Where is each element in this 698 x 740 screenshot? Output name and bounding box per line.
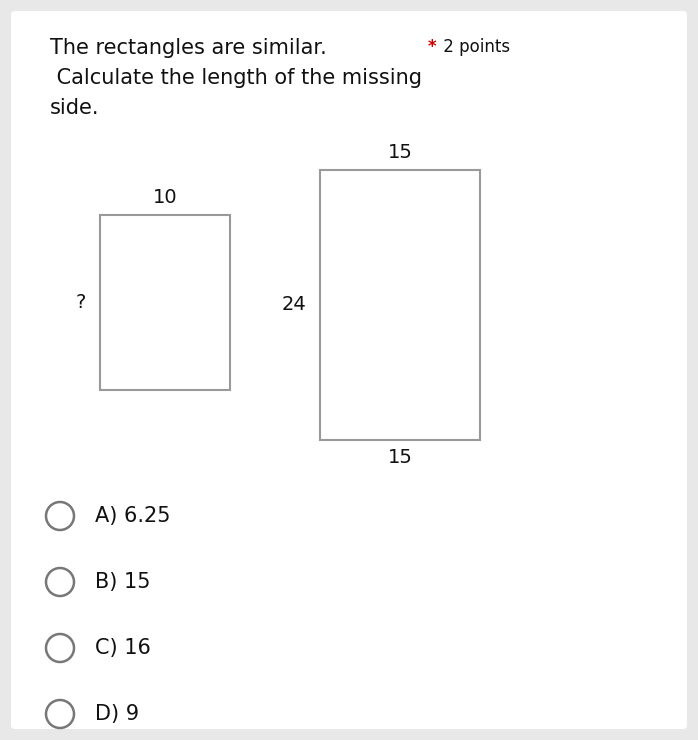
Circle shape (46, 502, 74, 530)
Text: *: * (428, 38, 437, 56)
Text: ?: ? (75, 293, 86, 312)
Circle shape (46, 700, 74, 728)
Text: A) 6.25: A) 6.25 (95, 506, 170, 526)
Text: 24: 24 (281, 295, 306, 314)
Text: 15: 15 (387, 448, 413, 467)
Text: B) 15: B) 15 (95, 572, 151, 592)
Text: 15: 15 (387, 143, 413, 162)
Bar (100, 215, 230, 390)
Circle shape (46, 568, 74, 596)
Text: side.: side. (50, 98, 100, 118)
Text: 10: 10 (153, 188, 177, 207)
FancyBboxPatch shape (11, 11, 687, 729)
Text: C) 16: C) 16 (95, 638, 151, 658)
Text: Calculate the length of the missing: Calculate the length of the missing (50, 68, 422, 88)
Circle shape (46, 634, 74, 662)
Text: 2 points: 2 points (438, 38, 510, 56)
Bar (320, 170, 480, 440)
Text: The rectangles are similar.: The rectangles are similar. (50, 38, 327, 58)
Text: D) 9: D) 9 (95, 704, 139, 724)
